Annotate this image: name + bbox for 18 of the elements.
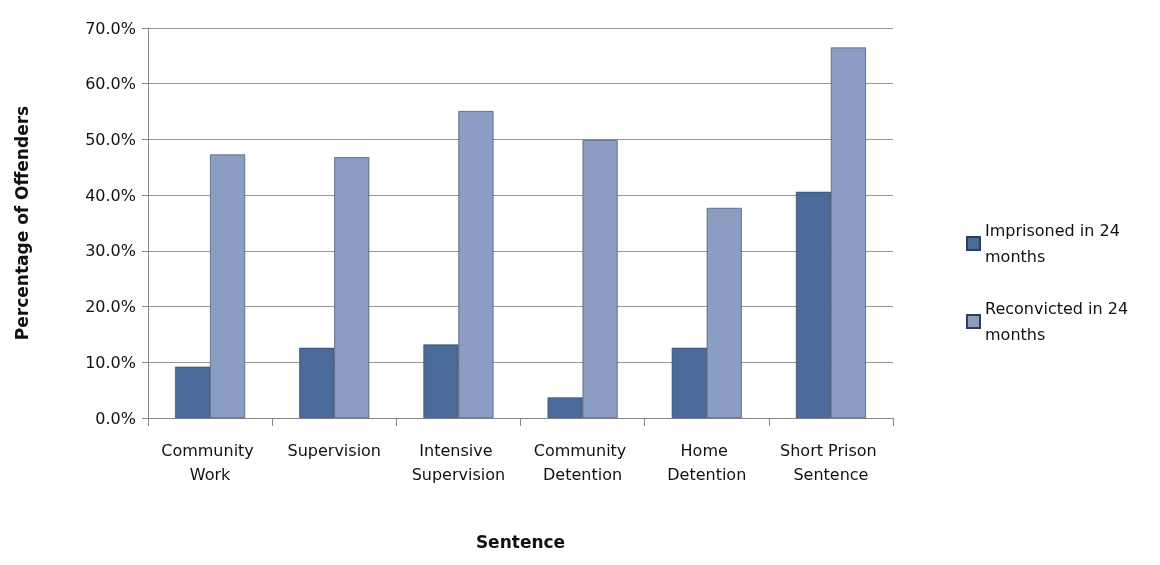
x-tick-label: Home Detention <box>667 440 747 484</box>
y-tick-label: 30.0% <box>85 241 136 261</box>
legend-label: Imprisoned in 24 months <box>985 221 1125 266</box>
x-tick-label: Supervision <box>287 440 381 460</box>
y-tick-label: 50.0% <box>85 129 136 149</box>
x-axis-title: Sentence <box>475 531 566 552</box>
y-tick-label: 60.0% <box>85 74 136 94</box>
x-tick-label: Short Prison Sentence <box>780 440 882 484</box>
legend-label: Reconvicted in 24 months <box>985 299 1134 344</box>
y-tick-label: 10.0% <box>85 352 136 372</box>
y-axis-title: Percentage of Offenders <box>11 105 32 341</box>
x-tick-label: Community Work <box>161 440 259 484</box>
x-tick-label: Community Detention <box>533 440 632 484</box>
y-tick-label: 0.0% <box>95 408 136 428</box>
y-tick-label: 20.0% <box>85 297 136 317</box>
y-tick-label: 70.0% <box>85 18 136 38</box>
y-tick-label: 40.0% <box>85 185 136 205</box>
x-tick-label: Intensive Supervision <box>411 440 506 484</box>
